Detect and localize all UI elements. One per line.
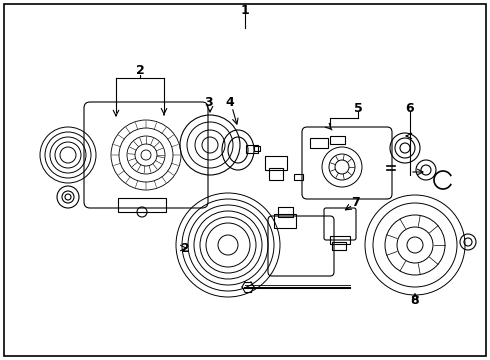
Bar bbox=[332, 242, 346, 250]
Bar bbox=[294, 174, 303, 180]
Text: 7: 7 bbox=[351, 195, 359, 208]
Bar bbox=[118, 198, 166, 212]
Bar bbox=[265, 156, 287, 170]
Text: 6: 6 bbox=[406, 102, 415, 114]
Bar bbox=[330, 136, 345, 144]
Bar bbox=[330, 236, 350, 244]
Text: 5: 5 bbox=[354, 102, 363, 114]
Bar bbox=[274, 214, 296, 228]
Bar bbox=[310, 138, 328, 148]
Text: 8: 8 bbox=[411, 293, 419, 306]
Bar bbox=[269, 168, 283, 180]
Bar bbox=[246, 145, 258, 153]
Bar bbox=[254, 146, 260, 151]
Text: 3: 3 bbox=[204, 95, 212, 108]
Text: 1: 1 bbox=[241, 4, 249, 17]
Text: 2: 2 bbox=[136, 63, 145, 77]
Text: 2: 2 bbox=[181, 242, 189, 255]
Text: 4: 4 bbox=[225, 95, 234, 108]
Bar bbox=[278, 207, 293, 217]
